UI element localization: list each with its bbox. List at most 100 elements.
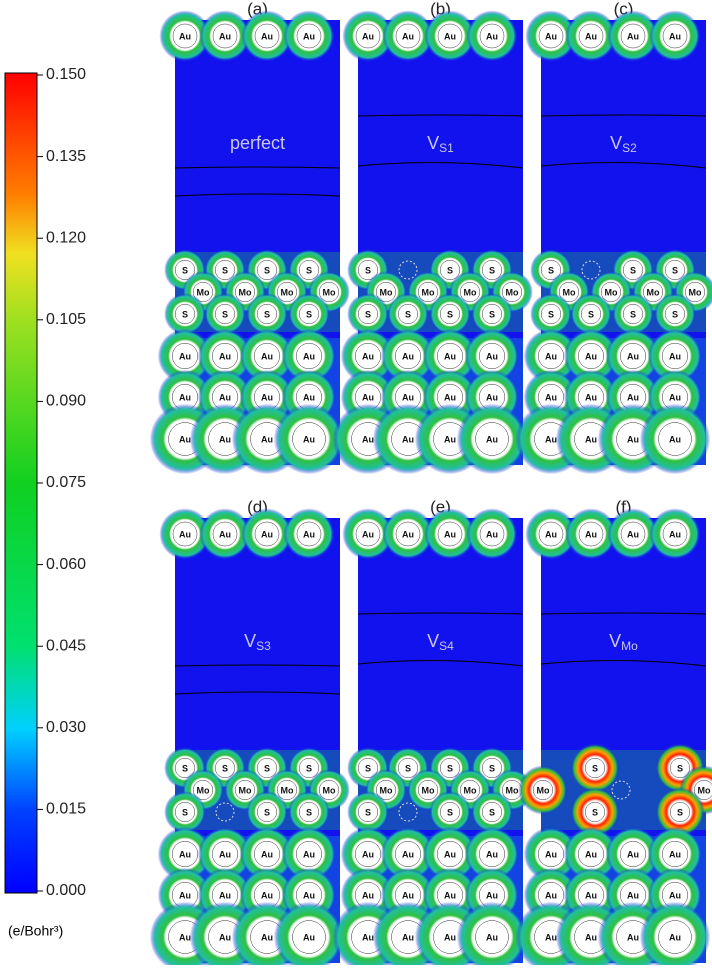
- atom: [623, 304, 643, 324]
- atom: [296, 343, 322, 369]
- atom: [299, 260, 319, 280]
- atom: [479, 23, 505, 49]
- atom: [215, 758, 235, 778]
- vacancy: [215, 802, 235, 822]
- panel-label: perfect: [230, 133, 285, 153]
- atom-label: Au: [627, 529, 639, 539]
- atom-label: Mo: [464, 287, 477, 297]
- colorbar-tick-label: 0.000: [46, 882, 86, 899]
- atom-label: S: [489, 807, 495, 817]
- atom-label: Au: [585, 434, 597, 444]
- atom: [277, 780, 297, 800]
- atom: [541, 260, 561, 280]
- atom-label: Au: [219, 849, 231, 859]
- atom-label: Au: [444, 31, 456, 41]
- atom: [296, 841, 322, 867]
- colorbar-tick-label: 0.105: [46, 311, 86, 328]
- atom: [437, 841, 463, 867]
- atom-label: S: [264, 763, 270, 773]
- atom-label: Au: [545, 392, 557, 402]
- contour-line: [174, 166, 341, 169]
- atom: [395, 343, 421, 369]
- atom: [175, 802, 195, 822]
- panel-label: VS1: [427, 133, 454, 155]
- atom: [620, 521, 646, 547]
- atom: [172, 343, 198, 369]
- atom-label: S: [264, 309, 270, 319]
- atom-label: Mo: [563, 287, 576, 297]
- atom: [358, 758, 378, 778]
- atom: [319, 780, 339, 800]
- atom-label: Au: [219, 932, 231, 942]
- atom-label: Au: [261, 351, 273, 361]
- atom-label: Au: [179, 434, 191, 444]
- atom-label: Au: [486, 932, 498, 942]
- atom-label: Au: [444, 932, 456, 942]
- atom-label: S: [182, 309, 188, 319]
- atom: [670, 758, 690, 778]
- atom: [585, 802, 605, 822]
- atom-label: Au: [179, 392, 191, 402]
- atom-label: Mo: [380, 287, 393, 297]
- atom: [578, 841, 604, 867]
- atom-label: Mo: [605, 287, 618, 297]
- atom-label: Au: [179, 932, 191, 942]
- atom-label: Au: [303, 529, 315, 539]
- atom: [440, 260, 460, 280]
- atom-label: S: [264, 265, 270, 275]
- atom-label: S: [264, 807, 270, 817]
- atom-label: Au: [402, 932, 414, 942]
- atom-label: Au: [585, 351, 597, 361]
- atom: [662, 23, 688, 49]
- label-subscript: Mo: [621, 639, 638, 653]
- atom: [658, 422, 692, 456]
- atom-label: Au: [444, 392, 456, 402]
- colorbar-tick-label: 0.045: [46, 637, 86, 654]
- atom-label: Au: [585, 932, 597, 942]
- atom: [296, 521, 322, 547]
- atom: [482, 758, 502, 778]
- atom: [559, 282, 579, 302]
- atom-label: Au: [627, 849, 639, 859]
- atom: [235, 282, 255, 302]
- vacancy: [581, 260, 601, 280]
- atom-label: Au: [486, 529, 498, 539]
- atom-label: Au: [585, 849, 597, 859]
- atom: [538, 521, 564, 547]
- atom-label: Au: [362, 31, 374, 41]
- atom: [482, 304, 502, 324]
- atom-label: Mo: [380, 785, 393, 795]
- atom-label: Mo: [647, 287, 660, 297]
- atom-label: Au: [261, 529, 273, 539]
- atom: [395, 521, 421, 547]
- atom-label: S: [365, 309, 371, 319]
- atom-label: Au: [669, 31, 681, 41]
- atom: [212, 521, 238, 547]
- atom-label: S: [489, 265, 495, 275]
- atom: [257, 758, 277, 778]
- label-main: V: [427, 133, 439, 153]
- atom-label: Au: [362, 849, 374, 859]
- atom-label: Au: [627, 392, 639, 402]
- atom: [665, 260, 685, 280]
- atom-label: Au: [303, 434, 315, 444]
- atom: [538, 841, 564, 867]
- atom-label: Au: [303, 31, 315, 41]
- atom-label: S: [677, 763, 683, 773]
- atom-label: Au: [627, 31, 639, 41]
- atom-label: S: [222, 309, 228, 319]
- contour-line: [540, 161, 707, 169]
- atom-label: Au: [219, 392, 231, 402]
- atom: [355, 841, 381, 867]
- atom-label: Au: [669, 849, 681, 859]
- atom-label: Au: [444, 890, 456, 900]
- atom-label: S: [306, 265, 312, 275]
- atom: [355, 521, 381, 547]
- contour-line: [174, 664, 341, 667]
- atom-label: Mo: [323, 785, 336, 795]
- atom-label: Mo: [537, 785, 550, 795]
- atom-label: Au: [627, 932, 639, 942]
